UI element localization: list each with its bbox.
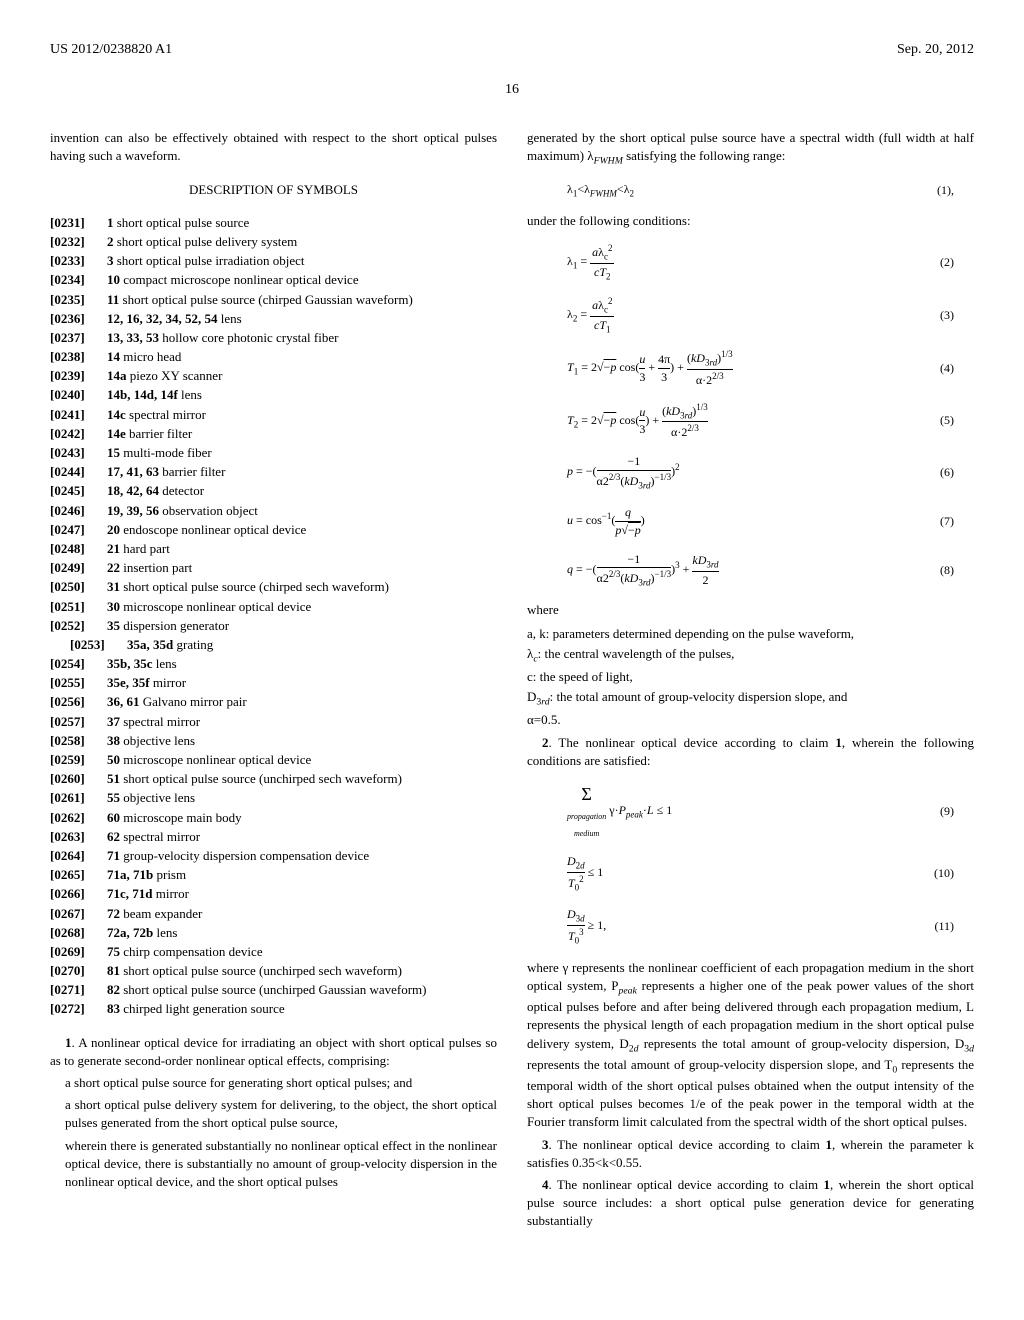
symbol-entry: [0263]62 spectral mirror [50,828,497,846]
symbol-entry: [0241]14c spectral mirror [50,406,497,424]
symbol-entry: [0240]14b, 14d, 14f lens [50,386,497,404]
formula-text: D3dT03 ≥ 1, [567,906,606,947]
symbol-entry: [0264]71 group-velocity dispersion compe… [50,847,497,865]
claim-2-where: where γ represents the nonlinear coeffic… [527,959,974,1132]
formula-number: (7) [940,513,954,530]
symbol-entry: [0260]51 short optical pulse source (unc… [50,770,497,788]
symbol-entry: [0253]35a, 35d grating [50,636,497,654]
formula-text: u = cos−1(qp√−p) [567,504,645,539]
formula-text: λ2 = aλc2cT1 [567,295,614,336]
symbol-entry: [0256]36, 61 Galvano mirror pair [50,693,497,711]
symbol-entry: [0270]81 short optical pulse source (unc… [50,962,497,980]
header-left: US 2012/0238820 A1 [50,40,172,60]
symbol-entry: [0244]17, 41, 63 barrier filter [50,463,497,481]
where-line: α=0.5. [527,711,974,729]
symbol-entry: [0232]2 short optical pulse delivery sys… [50,233,497,251]
symbol-entry: [0268]72a, 72b lens [50,924,497,942]
formula-number: (8) [940,562,954,579]
symbol-entry: [0257]37 spectral mirror [50,713,497,731]
symbol-entry: [0259]50 microscope nonlinear optical de… [50,751,497,769]
page-header: US 2012/0238820 A1 Sep. 20, 2012 [50,40,974,60]
left-intro: invention can also be effectively obtain… [50,129,497,165]
formula-number: (3) [940,307,954,324]
symbols-list: [0231]1 short optical pulse source[0232]… [50,214,497,1019]
symbol-entry: [0251]30 microscope nonlinear optical de… [50,598,497,616]
where-line: a, k: parameters determined depending on… [527,625,974,643]
page-number: 16 [50,80,974,100]
formula-text: D2dT02 ≤ 1 [567,853,603,894]
formula-number: (10) [934,865,954,882]
claim-1-item: wherein there is generated substantially… [65,1137,497,1192]
claim-1: 1. A nonlinear optical device for irradi… [50,1034,497,1192]
formula-1: λ1<λFWHM<λ2 (1), [527,181,974,200]
conditions-text: under the following conditions: [527,212,974,230]
symbol-entry: [0231]1 short optical pulse source [50,214,497,232]
content-columns: invention can also be effectively obtain… [50,129,974,1234]
symbol-entry: [0266]71c, 71d mirror [50,885,497,903]
symbol-entry: [0272]83 chirped light generation source [50,1000,497,1018]
formula-text: T1 = 2√−p cos(u3 + 4π3) + (kD3rd)1/3α·22… [567,348,733,389]
formula-text: Σpropagationmedium γ·Ppeak·L ≤ 1 [567,782,672,841]
where-line: c: the speed of light, [527,668,974,686]
symbol-entry: [0258]38 objective lens [50,732,497,750]
formula-number: (9) [940,803,954,820]
symbol-entry: [0237]13, 33, 53 hollow core photonic cr… [50,329,497,347]
formula-number: (4) [940,360,954,377]
symbol-entry: [0233]3 short optical pulse irradiation … [50,252,497,270]
symbol-entry: [0238]14 micro head [50,348,497,366]
formula-text: p = −(−1α22/3(kD3rd)−1/3)2 [567,453,680,492]
right-intro: generated by the short optical pulse sou… [527,129,974,168]
symbol-entry: [0261]55 objective lens [50,789,497,807]
symbol-entry: [0246]19, 39, 56 observation object [50,502,497,520]
formulas-block: λ1 = aλc2cT2 (2) λ2 = aλc2cT1 (3) T1 = 2√−… [527,242,974,590]
formula-text: T2 = 2√−p cos(u3) + (kD3rd)1/3α·22/3 [567,401,708,442]
claim-2-lead: 2. The nonlinear optical device accordin… [527,734,974,770]
formula-number: (1), [937,182,954,199]
symbol-entry: [0247]20 endoscope nonlinear optical dev… [50,521,497,539]
right-column: generated by the short optical pulse sou… [527,129,974,1234]
symbol-entry: [0236]12, 16, 32, 34, 52, 54 lens [50,310,497,328]
symbol-entry: [0239]14a piezo XY scanner [50,367,497,385]
symbol-entry: [0243]15 multi-mode fiber [50,444,497,462]
symbol-entry: [0250]31 short optical pulse source (chi… [50,578,497,596]
claim-2-formulas: Σpropagationmedium γ·Ppeak·L ≤ 1 (9) D2dT… [527,782,974,947]
symbol-entry: [0245]18, 42, 64 detector [50,482,497,500]
claim-1-lead: 1. A nonlinear optical device for irradi… [50,1034,497,1070]
claim-1-item: a short optical pulse delivery system fo… [65,1096,497,1132]
formula-number: (2) [940,254,954,271]
symbol-entry: [0255]35e, 35f mirror [50,674,497,692]
claim-4: 4. The nonlinear optical device accordin… [527,1176,974,1231]
left-column: invention can also be effectively obtain… [50,129,497,1234]
where-line: λc: the central wavelength of the pulses… [527,645,974,666]
section-title: DESCRIPTION OF SYMBOLS [50,181,497,199]
symbol-entry: [0267]72 beam expander [50,905,497,923]
symbol-entry: [0252]35 dispersion generator [50,617,497,635]
formula-text: λ1 = aλc2cT2 [567,242,614,283]
symbol-entry: [0269]75 chirp compensation device [50,943,497,961]
claim-2: 2. The nonlinear optical device accordin… [527,734,974,770]
symbol-entry: [0254]35b, 35c lens [50,655,497,673]
formula-text: λ1<λFWHM<λ2 [567,181,634,200]
symbol-entry: [0271]82 short optical pulse source (unc… [50,981,497,999]
where-line: D3rd: the total amount of group-velocity… [527,688,974,709]
symbol-entry: [0248]21 hard part [50,540,497,558]
symbol-entry: [0242]14e barrier filter [50,425,497,443]
symbol-entry: [0265]71a, 71b prism [50,866,497,884]
symbol-entry: [0262]60 microscope main body [50,809,497,827]
formula-number: (5) [940,412,954,429]
formula-number: (11) [934,918,954,935]
header-right: Sep. 20, 2012 [897,40,974,60]
where-label: where [527,601,974,619]
formula-number: (6) [940,464,954,481]
symbol-entry: [0249]22 insertion part [50,559,497,577]
symbol-entry: [0235]11 short optical pulse source (chi… [50,291,497,309]
claim-1-item: a short optical pulse source for generat… [65,1074,497,1092]
formula-text: q = −(−1α22/3(kD3rd)−1/3)3 + kD3rd2 [567,551,719,590]
symbol-entry: [0234]10 compact microscope nonlinear op… [50,271,497,289]
claim-3: 3. The nonlinear optical device accordin… [527,1136,974,1172]
